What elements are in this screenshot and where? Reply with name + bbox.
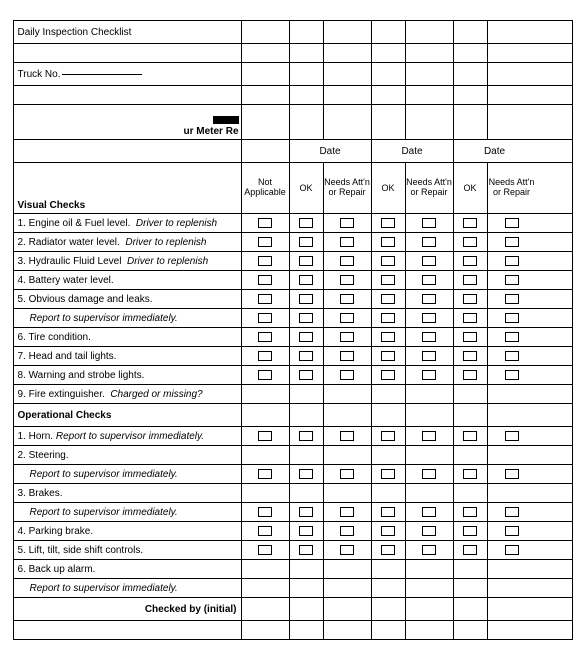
op-row-5: 5. Lift, tilt, side shift controls.	[14, 541, 572, 560]
visual-row-6: 6. Tire condition.	[14, 328, 572, 347]
checkbox[interactable]	[505, 218, 519, 228]
blank-row-2	[14, 86, 572, 105]
truck-no-field[interactable]	[62, 74, 142, 75]
title-cell: Daily Inspection Checklist	[14, 21, 242, 43]
visual-checks-header: Visual Checks	[18, 200, 86, 211]
op-row-3-note: Report to supervisor immediately.	[14, 503, 572, 522]
date-header-row: Date Date Date	[14, 140, 572, 163]
visual-row-1: 1. Engine oil & Fuel level. Driver to re…	[14, 214, 572, 233]
blank-row-1	[14, 44, 572, 63]
meter-label: ur Meter Re	[183, 126, 238, 137]
date-header-1: Date	[290, 140, 372, 162]
checkbox[interactable]	[299, 218, 313, 228]
op-row-2: 2. Steering.	[14, 446, 572, 465]
truck-label: Truck No.	[14, 63, 242, 85]
ok-header-1: OK	[290, 163, 324, 213]
column-headers-row: Visual Checks Not Applicable OK Needs At…	[14, 163, 572, 214]
na-header: Not Applicable	[242, 163, 290, 213]
visual-row-2: 2. Radiator water level. Driver to reple…	[14, 233, 572, 252]
checkbox[interactable]	[463, 218, 477, 228]
op-row-3: 3. Brakes.	[14, 484, 572, 503]
checkbox[interactable]	[422, 218, 436, 228]
visual-row-8: 8. Warning and strobe lights.	[14, 366, 572, 385]
date-header-3: Date	[454, 140, 536, 162]
repair-header-2: Needs Att'n or Repair	[406, 163, 454, 213]
checkbox[interactable]	[381, 218, 395, 228]
repair-header-1: Needs Att'n or Repair	[324, 163, 372, 213]
repair-header-3: Needs Att'n or Repair	[488, 163, 536, 213]
visual-row-5-note: Report to supervisor immediately.	[14, 309, 572, 328]
visual-row-7: 7. Head and tail lights.	[14, 347, 572, 366]
visual-row-4: 4. Battery water level.	[14, 271, 572, 290]
op-row-6: 6. Back up alarm.	[14, 560, 572, 579]
op-row-6-note: Report to supervisor immediately.	[14, 579, 572, 598]
checkbox[interactable]	[258, 218, 272, 228]
truck-row: Truck No.	[14, 63, 572, 86]
checkbox[interactable]	[340, 218, 354, 228]
visual-row-9: 9. Fire extinguisher. Charged or missing…	[14, 385, 572, 404]
ok-header-3: OK	[454, 163, 488, 213]
op-row-2-note: Report to supervisor immediately.	[14, 465, 572, 484]
operational-header-row: Operational Checks	[14, 404, 572, 427]
checked-by-row: Checked by (initial)	[14, 598, 572, 621]
visual-row-5: 5. Obvious damage and leaks.	[14, 290, 572, 309]
op-row-1: 1. Horn. Report to supervisor immediatel…	[14, 427, 572, 446]
blank-row-final	[14, 621, 572, 639]
visual-row-3: 3. Hydraulic Fluid Level Driver to reple…	[14, 252, 572, 271]
title-row: Daily Inspection Checklist	[14, 21, 572, 44]
ok-header-2: OK	[372, 163, 406, 213]
op-row-4: 4. Parking brake.	[14, 522, 572, 541]
inspection-sheet: Daily Inspection Checklist Truck No.	[13, 20, 573, 640]
date-header-2: Date	[372, 140, 454, 162]
arrow-icon	[213, 116, 239, 124]
meter-row: ur Meter Re	[14, 105, 572, 140]
